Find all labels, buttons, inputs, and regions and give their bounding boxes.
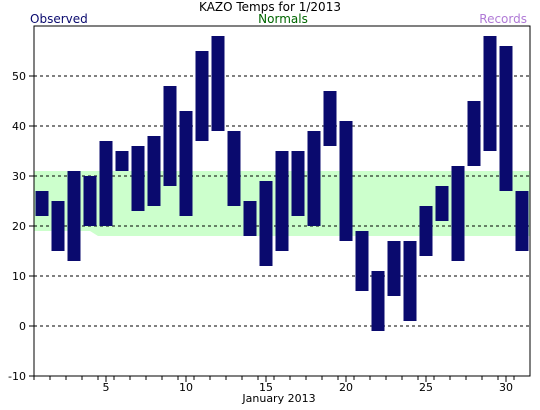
observed-bar-day-16: [275, 151, 289, 251]
observed-bar-day-12: [211, 36, 225, 131]
observed-bar-day-19: [323, 91, 337, 146]
observed-bar-day-14: [243, 201, 257, 236]
observed-bar-day-29: [483, 36, 497, 151]
legend-observed-label: Observed: [30, 12, 88, 26]
y-tick-label-30: 30: [12, 170, 26, 183]
observed-bar-day-15: [259, 181, 273, 266]
observed-bar-day-9: [163, 86, 177, 186]
observed-bar-day-23: [387, 241, 401, 296]
observed-bar-day-27: [451, 166, 465, 261]
observed-bar-day-25: [419, 206, 433, 256]
x-tick-label-15: 15: [259, 381, 273, 394]
plot-area: -10 0 10 20 30 40 50 5 10 15 20 25 30: [8, 25, 531, 394]
observed-bar-day-28: [467, 101, 481, 166]
observed-bar-day-21: [355, 231, 369, 291]
legend-records-label: Records: [479, 12, 527, 26]
plot-frame: [33, 25, 531, 377]
x-tick-label-20: 20: [339, 381, 353, 394]
x-axis-label: January 2013: [241, 392, 315, 405]
observed-bar-day-8: [147, 136, 161, 206]
y-tick-label--10: -10: [8, 370, 26, 383]
y-tick-label-40: 40: [12, 120, 26, 133]
x-tick-label-10: 10: [179, 381, 193, 394]
observed-bar-day-24: [403, 241, 417, 321]
observed-bar-day-7: [131, 146, 145, 211]
observed-bar-day-3: [67, 171, 81, 261]
observed-bar-day-31: [515, 191, 529, 251]
observed-bar-day-1: [35, 191, 49, 216]
observed-bar-day-20: [339, 121, 353, 241]
y-tick-label-10: 10: [12, 270, 26, 283]
legend-normals-label: Normals: [258, 12, 308, 26]
observed-bar-day-6: [115, 151, 129, 171]
observed-bar-day-22: [371, 271, 385, 331]
chart-title: KAZO Temps for 1/2013: [199, 0, 341, 14]
observed-bar-day-2: [51, 201, 65, 251]
y-tick-label-0: 0: [19, 320, 26, 333]
observed-bar-day-13: [227, 131, 241, 206]
observed-bar-day-4: [83, 176, 97, 226]
y-tick-label-20: 20: [12, 220, 26, 233]
observed-bar-day-30: [499, 46, 513, 191]
observed-bar-day-18: [307, 131, 321, 226]
x-tick-label-30: 30: [499, 381, 513, 394]
observed-bar-day-17: [291, 151, 305, 216]
observed-bar-day-10: [179, 111, 193, 216]
y-tick-label-50: 50: [12, 70, 26, 83]
x-tick-label-5: 5: [103, 381, 110, 394]
observed-bar-day-11: [195, 51, 209, 141]
observed-bar-day-26: [435, 186, 449, 221]
observed-bar-day-5: [99, 141, 113, 226]
x-tick-label-25: 25: [419, 381, 433, 394]
